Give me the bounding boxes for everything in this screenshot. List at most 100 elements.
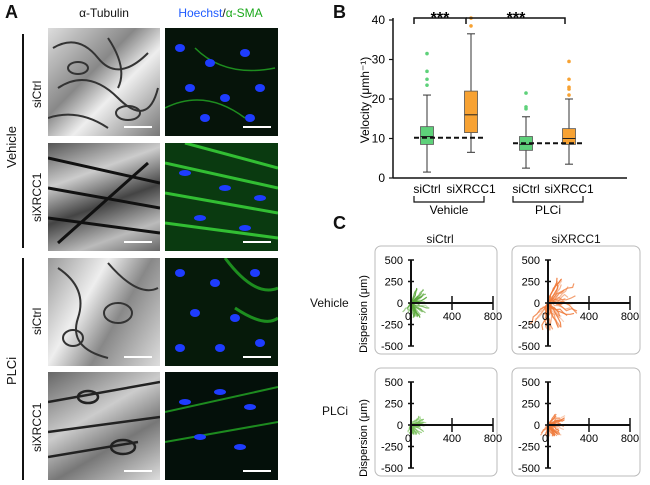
y-tick-label: 40 (372, 13, 386, 27)
group-line-plci (22, 258, 24, 480)
outlier-point (425, 51, 429, 56)
row-label-sictrl-2: siCtrl (30, 307, 44, 335)
hoechst-label: Hoechst (178, 6, 223, 20)
y-tick-label: 500 (522, 377, 540, 389)
cell-track (540, 424, 549, 436)
cell-track (410, 302, 421, 319)
dispersion-ylabel: Dispersion (μm) (358, 275, 370, 353)
row-label-sictrl-1: siCtrl (30, 80, 44, 108)
y-tick-label: 0 (534, 420, 540, 432)
y-tick-label: 0 (397, 298, 403, 310)
cell-track (547, 283, 575, 304)
row-label-c-vehicle: Vehicle (310, 296, 349, 310)
panel-a-letter: A (5, 2, 18, 22)
panel-c-letter: C (333, 213, 346, 233)
y-tick-label: 250 (522, 399, 540, 411)
micrograph-fluor-plci-sictrl (165, 258, 278, 366)
x-tick-label: 800 (621, 311, 639, 323)
row-label-sixrcc1-1: siXRCC1 (30, 172, 44, 222)
velocity-boxplot: Velocity (μmh⁻¹) 0 10 20 30 40 *** *** siCtr… (358, 10, 627, 215)
box (420, 126, 434, 145)
y-tick-label: 0 (534, 298, 540, 310)
group-label-vehicle: Vehicle (4, 126, 19, 168)
outlier-point (567, 93, 571, 97)
x-tick-label: 0 (405, 311, 411, 323)
cell-track (547, 296, 566, 304)
cell-track (547, 302, 562, 328)
cell-track (410, 288, 418, 304)
y-tick-label: 10 (372, 132, 386, 146)
outlier-point (567, 59, 571, 64)
scale-bar (243, 126, 271, 128)
x-tick-label: 0 (542, 433, 548, 445)
scale-bar (243, 356, 271, 358)
sig-bracket-2 (466, 17, 566, 24)
outlier-point (567, 85, 571, 89)
x-tick-label: 400 (580, 433, 598, 445)
outlier-point (425, 69, 429, 74)
cell-track (410, 293, 427, 304)
y-tick-label: -500 (518, 341, 540, 353)
cell-track (410, 416, 422, 426)
micrograph-tubulin-vehicle-sictrl (48, 28, 160, 136)
sig-stars-1: *** (431, 10, 450, 27)
cell-track (541, 302, 549, 331)
y-tick-label: -500 (381, 341, 403, 353)
slash-label: / (222, 6, 226, 20)
group-label-b-plci: PLCi (535, 203, 561, 215)
micrograph-fluor-vehicle-sixrcc1 (165, 143, 278, 251)
col-header-c-sictrl: siCtrl (426, 232, 454, 246)
x-tick-label: 400 (443, 433, 461, 445)
outlier-point (567, 77, 571, 82)
y-tick-label: 500 (385, 255, 403, 267)
group-line-vehicle (22, 34, 24, 248)
outlier-point (469, 24, 473, 28)
dispersion-ylabel: Dispersion (μm) (358, 399, 370, 477)
scale-bar (124, 356, 152, 358)
xlabel-vehicle-sictrl: siCtrl (413, 182, 440, 196)
panel-b-letter: B (333, 2, 346, 22)
x-tick-label: 400 (443, 311, 461, 323)
x-tick-label: 800 (621, 433, 639, 445)
row-label-sixrcc1-2: siXRCC1 (30, 402, 44, 452)
scale-bar (124, 470, 152, 472)
xlabel-plci-sixrcc1: siXRCC1 (544, 182, 594, 196)
dispersion-plots: Dispersion (μm)Dispersion (μm)5002500-25… (358, 245, 641, 477)
y-tick-label: -250 (381, 442, 403, 454)
y-tick-label: -500 (381, 463, 403, 475)
xlabel-plci-sictrl: siCtrl (512, 182, 539, 196)
scale-bar (243, 241, 271, 243)
col-header-hoechst-sma: Hoechst/α-SMA (163, 6, 278, 20)
xlabel-vehicle-sixrcc1: siXRCC1 (446, 182, 496, 196)
x-tick-label: 800 (484, 311, 502, 323)
y-tick-label: -500 (518, 463, 540, 475)
box (562, 128, 576, 145)
cell-track (547, 302, 575, 315)
row-label-c-plci: PLCi (322, 404, 349, 418)
y-tick-label: 0 (378, 171, 385, 185)
sma-label: α-SMA (225, 6, 263, 20)
box (464, 90, 478, 133)
outlier-point (425, 83, 429, 87)
cell-track (547, 302, 561, 319)
y-tick-label: 250 (385, 399, 403, 411)
sig-bracket-1 (413, 17, 467, 24)
y-tick-label: -250 (381, 320, 403, 332)
panel-frame (374, 245, 498, 355)
group-bracket-plci (512, 196, 584, 203)
micrograph-tubulin-plci-sixrcc1 (48, 372, 160, 480)
panel-frame (374, 367, 498, 477)
velocity-ylabel: Velocity (μmh⁻¹) (358, 57, 372, 144)
micrograph-tubulin-vehicle-sixrcc1 (48, 143, 160, 251)
cell-track (528, 302, 549, 325)
x-tick-label: 400 (580, 311, 598, 323)
cell-track (547, 419, 565, 426)
y-tick-label: 500 (385, 377, 403, 389)
cell-track (547, 277, 558, 304)
outlier-point (425, 77, 429, 82)
x-tick-label: 0 (405, 433, 411, 445)
